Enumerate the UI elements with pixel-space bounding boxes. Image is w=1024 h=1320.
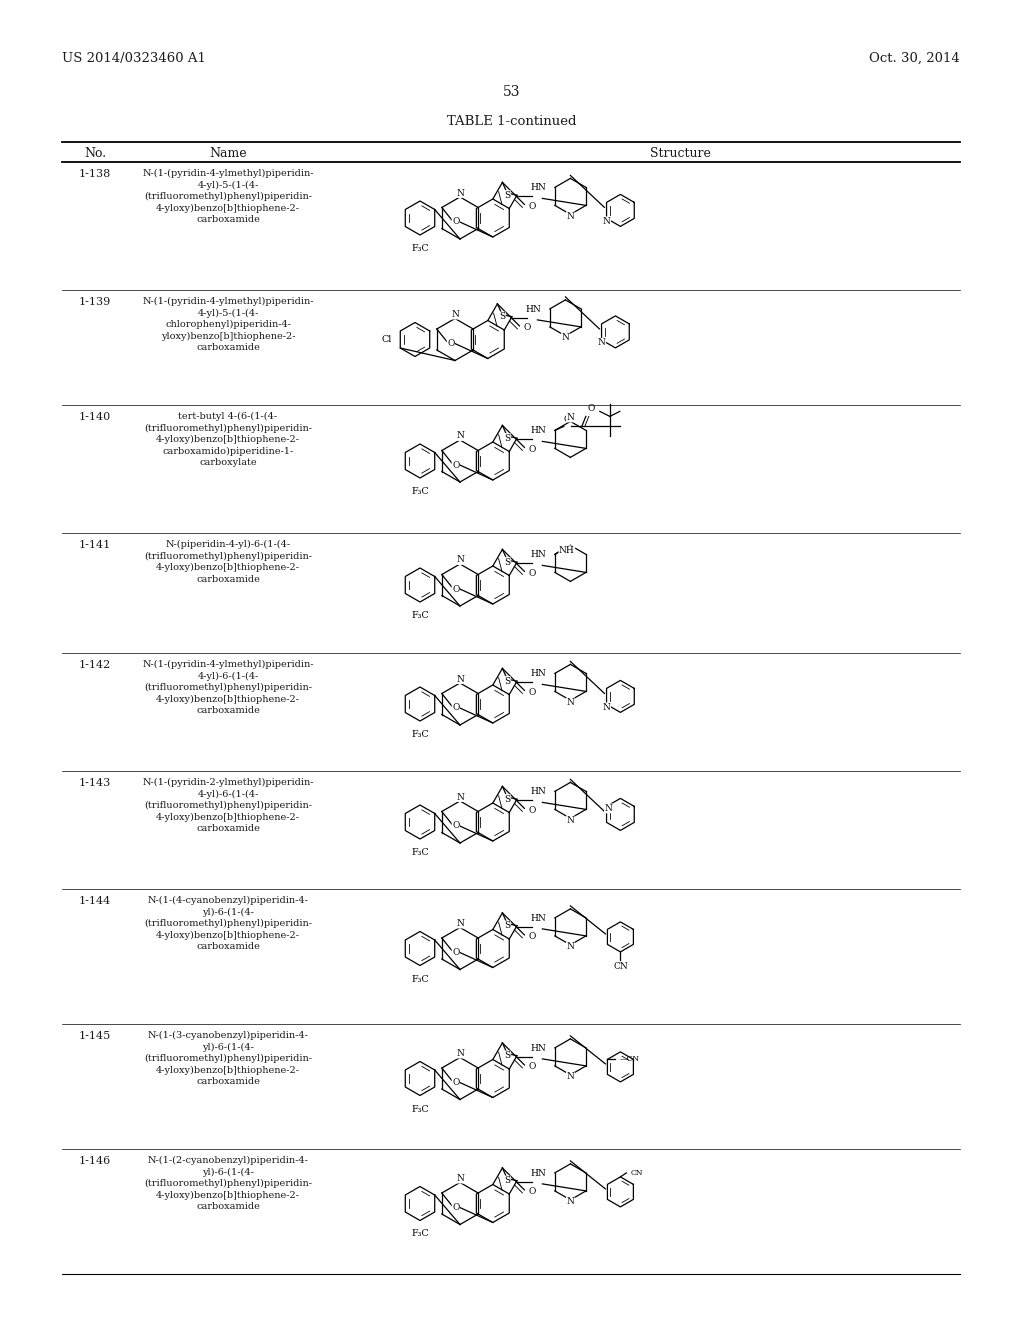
Text: S: S <box>504 433 510 442</box>
Text: N-(1-(pyridin-2-ylmethyl)piperidin-
4-yl)-6-(1-(4-
(trifluoromethyl)phenyl)piper: N-(1-(pyridin-2-ylmethyl)piperidin- 4-yl… <box>142 777 313 833</box>
Text: O: O <box>453 1078 460 1086</box>
Text: N: N <box>456 675 464 684</box>
Text: Cl: Cl <box>382 335 392 345</box>
Text: N: N <box>456 432 464 441</box>
Text: N: N <box>561 334 569 342</box>
Text: F₃C: F₃C <box>411 487 429 496</box>
Text: HN: HN <box>530 1170 546 1177</box>
Text: Structure: Structure <box>649 147 711 160</box>
Text: HN: HN <box>530 426 546 436</box>
Text: HN: HN <box>525 305 542 314</box>
Text: N: N <box>456 792 464 801</box>
Text: S: S <box>504 190 510 199</box>
Text: F₃C: F₃C <box>411 1105 429 1114</box>
Text: O: O <box>523 323 530 333</box>
Text: S: S <box>499 312 505 321</box>
Text: 1-140: 1-140 <box>79 412 112 422</box>
Text: CN: CN <box>613 962 628 972</box>
Text: 1-138: 1-138 <box>79 169 112 180</box>
Text: 1-142: 1-142 <box>79 660 112 671</box>
Text: N-(1-(4-cyanobenzyl)piperidin-4-
yl)-6-(1-(4-
(trifluoromethyl)phenyl)piperidin-: N-(1-(4-cyanobenzyl)piperidin-4- yl)-6-(… <box>144 896 312 952</box>
Text: O: O <box>453 585 460 594</box>
Text: N: N <box>451 310 459 319</box>
Text: HN: HN <box>530 550 546 560</box>
Text: S: S <box>504 921 510 931</box>
Text: HN: HN <box>530 669 546 678</box>
Text: N: N <box>602 216 610 226</box>
Text: F₃C: F₃C <box>411 1229 429 1238</box>
Text: N: N <box>566 942 574 952</box>
Text: TABLE 1-continued: TABLE 1-continued <box>447 115 577 128</box>
Text: O: O <box>453 948 460 957</box>
Text: N: N <box>566 816 574 825</box>
Text: O: O <box>453 1203 460 1212</box>
Text: US 2014/0323460 A1: US 2014/0323460 A1 <box>62 51 206 65</box>
Text: F₃C: F₃C <box>411 974 429 983</box>
Text: O: O <box>528 569 536 578</box>
Text: Oct. 30, 2014: Oct. 30, 2014 <box>869 51 961 65</box>
Text: O: O <box>588 404 595 413</box>
Text: O: O <box>453 821 460 830</box>
Text: 1-141: 1-141 <box>79 540 112 550</box>
Text: N: N <box>604 804 612 813</box>
Text: CN: CN <box>631 1170 643 1177</box>
Text: O: O <box>528 807 536 814</box>
Text: O: O <box>528 932 536 941</box>
Text: 1-143: 1-143 <box>79 777 112 788</box>
Text: HN: HN <box>530 788 546 796</box>
Text: N-(1-(pyridin-4-ylmethyl)piperidin-
4-yl)-5-(1-(4-
(trifluoromethyl)phenyl)piper: N-(1-(pyridin-4-ylmethyl)piperidin- 4-yl… <box>142 169 313 224</box>
Text: NH: NH <box>559 546 574 554</box>
Text: HN: HN <box>530 183 546 193</box>
Text: O: O <box>528 1063 536 1072</box>
Text: N: N <box>566 413 574 422</box>
Text: HN: HN <box>530 1044 546 1053</box>
Text: N: N <box>456 189 464 198</box>
Text: N-(piperidin-4-yl)-6-(1-(4-
(trifluoromethyl)phenyl)piperidin-
4-yloxy)benzo[b]t: N-(piperidin-4-yl)-6-(1-(4- (trifluorome… <box>144 540 312 583</box>
Text: No.: No. <box>84 147 106 160</box>
Text: O: O <box>453 461 460 470</box>
Text: F₃C: F₃C <box>411 730 429 739</box>
Text: N-(1-(pyridin-4-ylmethyl)piperidin-
4-yl)-5-(1-(4-
chlorophenyl)piperidin-4-
ylo: N-(1-(pyridin-4-ylmethyl)piperidin- 4-yl… <box>142 297 313 352</box>
Text: N: N <box>456 556 464 565</box>
Text: N: N <box>566 213 574 220</box>
Text: S: S <box>504 1176 510 1185</box>
Text: N: N <box>456 1049 464 1059</box>
Text: 53: 53 <box>503 84 521 99</box>
Text: N: N <box>566 1072 574 1081</box>
Text: 1-146: 1-146 <box>79 1156 112 1166</box>
Text: O: O <box>563 416 570 425</box>
Text: F₃C: F₃C <box>411 244 429 253</box>
Text: 1-145: 1-145 <box>79 1031 112 1041</box>
Text: O: O <box>528 1188 536 1196</box>
Text: N-(1-(pyridin-4-ylmethyl)piperidin-
4-yl)-6-(1-(4-
(trifluoromethyl)phenyl)piper: N-(1-(pyridin-4-ylmethyl)piperidin- 4-yl… <box>142 660 313 715</box>
Text: N-(1-(2-cyanobenzyl)piperidin-4-
yl)-6-(1-(4-
(trifluoromethyl)phenyl)piperidin-: N-(1-(2-cyanobenzyl)piperidin-4- yl)-6-(… <box>144 1156 312 1212</box>
Text: HN: HN <box>530 913 546 923</box>
Text: S: S <box>504 677 510 685</box>
Text: —CN: —CN <box>620 1056 640 1064</box>
Text: Name: Name <box>209 147 247 160</box>
Text: S: S <box>504 795 510 804</box>
Text: N: N <box>566 698 574 708</box>
Text: F₃C: F₃C <box>411 847 429 857</box>
Text: N: N <box>598 338 605 347</box>
Text: O: O <box>453 218 460 227</box>
Text: N-(1-(3-cyanobenzyl)piperidin-4-
yl)-6-(1-(4-
(trifluoromethyl)phenyl)piperidin-: N-(1-(3-cyanobenzyl)piperidin-4- yl)-6-(… <box>144 1031 312 1086</box>
Text: S: S <box>504 557 510 566</box>
Text: N: N <box>456 1173 464 1183</box>
Text: N: N <box>456 919 464 928</box>
Text: O: O <box>528 688 536 697</box>
Text: N: N <box>566 1197 574 1206</box>
Text: 1-144: 1-144 <box>79 896 112 906</box>
Text: N: N <box>602 702 610 711</box>
Text: O: O <box>528 445 536 454</box>
Text: O: O <box>528 202 536 211</box>
Text: O: O <box>447 339 455 348</box>
Text: 1-139: 1-139 <box>79 297 112 308</box>
Text: F₃C: F₃C <box>411 611 429 620</box>
Text: S: S <box>504 1051 510 1060</box>
Text: tert-butyl 4-(6-(1-(4-
(trifluoromethyl)phenyl)piperidin-
4-yloxy)benzo[b]thioph: tert-butyl 4-(6-(1-(4- (trifluoromethyl)… <box>144 412 312 467</box>
Text: O: O <box>453 704 460 713</box>
